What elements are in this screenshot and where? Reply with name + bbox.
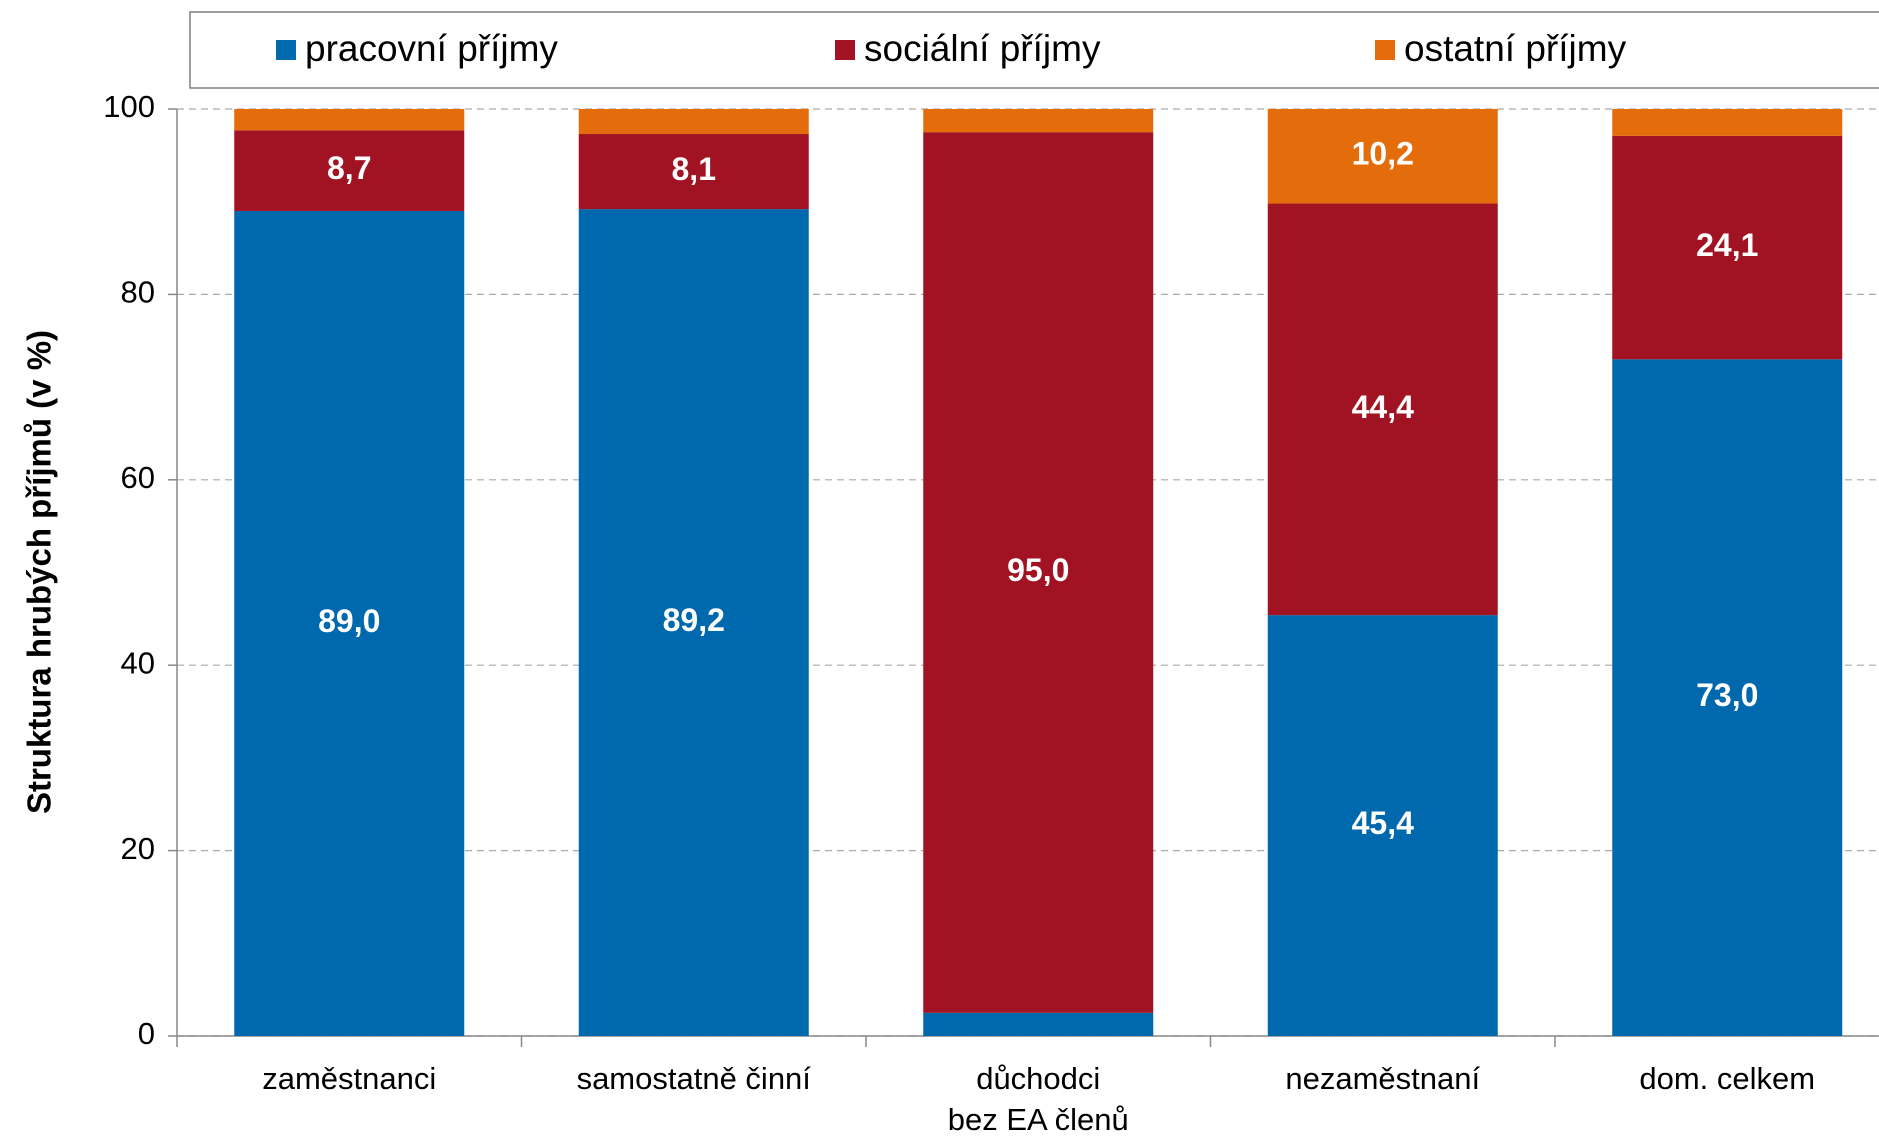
bar-segment [923, 109, 1154, 133]
bar-segment [234, 130, 465, 211]
data-label: 8,7 [327, 150, 371, 186]
bar-segment [578, 209, 809, 1037]
y-tick-label: 60 [121, 460, 155, 495]
y-tick-label: 100 [103, 89, 155, 124]
data-label: 89,0 [318, 603, 380, 639]
legend-label: pracovní příjmy [305, 28, 558, 69]
x-tick-label: bez EA členů [948, 1102, 1129, 1137]
data-label: 24,1 [1696, 227, 1758, 263]
legend-swatch [276, 40, 296, 60]
x-tick-label: samostatně činní [577, 1061, 812, 1096]
legend-swatch [835, 40, 855, 60]
bar-segment [1612, 135, 1843, 360]
y-tick-label: 40 [121, 645, 155, 680]
bar-segment [234, 109, 465, 131]
data-label: 44,4 [1352, 389, 1414, 425]
bar-segment [1267, 615, 1498, 1036]
y-tick-label: 80 [121, 275, 155, 310]
bar-segment [578, 134, 809, 210]
bar-segment [1612, 109, 1843, 136]
y-tick-label: 0 [138, 1016, 155, 1051]
legend-label: ostatní příjmy [1404, 28, 1627, 69]
legend-label: sociální příjmy [864, 28, 1101, 69]
data-label: 10,2 [1352, 136, 1414, 172]
x-tick-label: dom. celkem [1639, 1061, 1815, 1096]
x-tick-label: nezaměstnaní [1285, 1061, 1480, 1096]
bar-segment [923, 132, 1154, 1013]
legend-swatch [1375, 40, 1395, 60]
x-tick-label: zaměstnanci [262, 1061, 436, 1096]
bar-segment [1612, 359, 1843, 1036]
y-tick-label: 20 [121, 831, 155, 866]
data-label: 73,0 [1696, 677, 1758, 713]
bar-segment [1267, 109, 1498, 204]
bar-segment [234, 210, 465, 1037]
data-label: 8,1 [672, 151, 716, 187]
data-label: 45,4 [1352, 805, 1414, 841]
data-label: 95,0 [1007, 552, 1069, 588]
y-axis-title: Struktura hrubých příjmů (v %) [21, 330, 58, 814]
bar-segment [923, 1012, 1154, 1036]
data-label: 89,2 [663, 602, 725, 638]
x-tick-label: důchodci [976, 1061, 1100, 1096]
legend-box [189, 11, 1879, 89]
bar-segment [578, 109, 809, 135]
bar-segment [1267, 203, 1498, 616]
